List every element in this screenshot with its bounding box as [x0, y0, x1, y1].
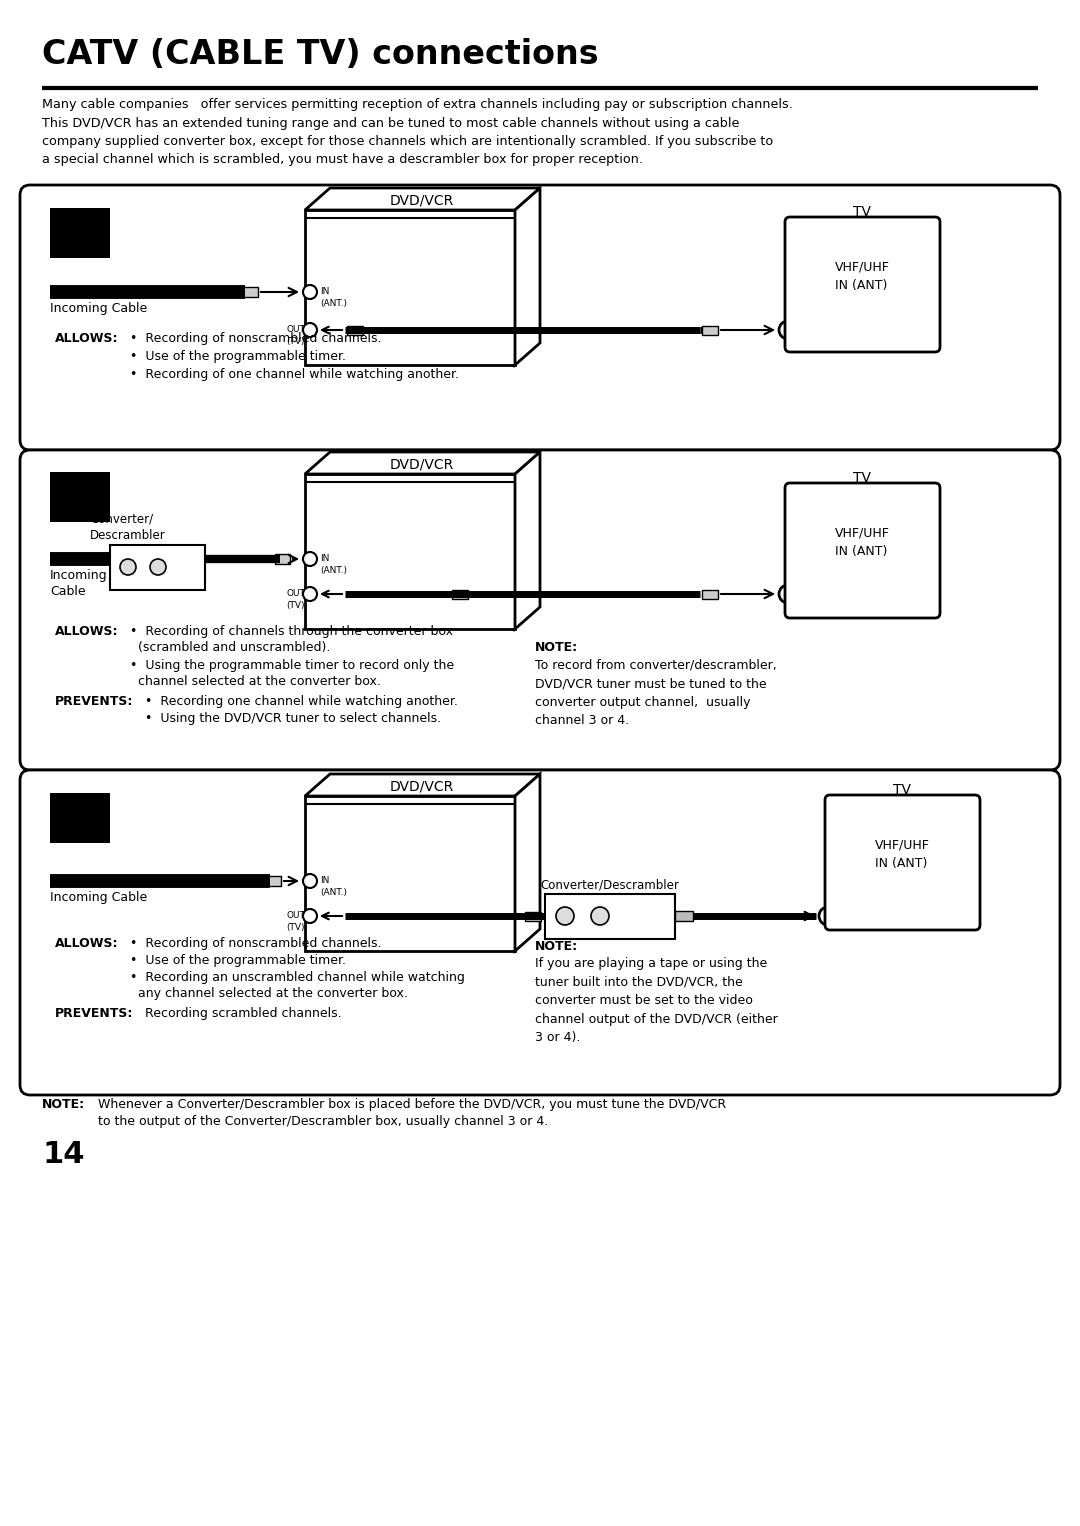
Circle shape	[120, 559, 136, 575]
Text: Incoming
Cable: Incoming Cable	[50, 569, 108, 598]
Text: •  Recording an unscrambled channel while watching: • Recording an unscrambled channel while…	[130, 971, 464, 984]
Circle shape	[303, 874, 318, 888]
Text: ALLOWS:: ALLOWS:	[55, 626, 119, 638]
FancyBboxPatch shape	[785, 484, 940, 618]
Text: any channel selected at the converter box.: any channel selected at the converter bo…	[138, 987, 408, 1000]
Text: IN
(ANT.): IN (ANT.)	[320, 287, 347, 308]
Text: Incoming Cable: Incoming Cable	[50, 302, 147, 314]
Text: OUT
(TV): OUT (TV)	[286, 911, 305, 932]
Text: •  Recording of channels through the converter box: • Recording of channels through the conv…	[130, 626, 453, 638]
Circle shape	[825, 913, 831, 919]
Circle shape	[779, 320, 797, 339]
Text: IN
(ANT.): IN (ANT.)	[320, 876, 347, 897]
Bar	[702, 327, 718, 336]
Text: Converter/
Descrambler: Converter/ Descrambler	[90, 513, 165, 542]
FancyBboxPatch shape	[825, 795, 980, 929]
Text: channel selected at the converter box.: channel selected at the converter box.	[138, 674, 381, 688]
Text: DVD/VCR: DVD/VCR	[390, 778, 454, 794]
Bar	[275, 554, 291, 565]
Text: •  Recording one channel while watching another.: • Recording one channel while watching a…	[145, 694, 458, 708]
Text: ALLOWS:: ALLOWS:	[55, 937, 119, 951]
Text: NOTE:: NOTE:	[535, 940, 578, 954]
FancyBboxPatch shape	[21, 185, 1059, 450]
Circle shape	[303, 552, 318, 566]
Bar	[50, 208, 110, 258]
Text: OUT
(TV): OUT (TV)	[286, 589, 305, 610]
FancyBboxPatch shape	[21, 450, 1059, 771]
Text: Recording scrambled channels.: Recording scrambled channels.	[145, 1007, 341, 1019]
Text: to the output of the Converter/Descrambler box, usually channel 3 or 4.: to the output of the Converter/Descrambl…	[98, 1116, 549, 1128]
Bar	[305, 211, 515, 365]
FancyBboxPatch shape	[785, 217, 940, 353]
Text: CATV (CABLE TV) connections: CATV (CABLE TV) connections	[42, 38, 598, 72]
Text: VHF/UHF
IN (ANT): VHF/UHF IN (ANT)	[835, 526, 890, 557]
Bar	[50, 794, 110, 842]
Bar	[305, 475, 515, 629]
Text: •  Using the DVD/VCR tuner to select channels.: • Using the DVD/VCR tuner to select chan…	[145, 713, 441, 725]
Text: DVD/VCR: DVD/VCR	[390, 456, 454, 472]
Polygon shape	[305, 774, 540, 797]
Polygon shape	[515, 188, 540, 365]
Circle shape	[303, 324, 318, 337]
Bar	[305, 797, 515, 951]
Bar	[243, 287, 258, 298]
Bar	[50, 472, 110, 522]
Circle shape	[819, 906, 837, 925]
Text: ALLOWS:: ALLOWS:	[55, 333, 119, 345]
Circle shape	[785, 591, 791, 597]
Text: •  Use of the programmable timer.: • Use of the programmable timer.	[130, 349, 346, 363]
Circle shape	[779, 584, 797, 603]
Text: VHF/UHF
IN (ANT): VHF/UHF IN (ANT)	[875, 838, 930, 870]
Bar	[110, 545, 205, 591]
Circle shape	[556, 906, 573, 925]
Text: (scrambled and unscrambled).: (scrambled and unscrambled).	[138, 641, 330, 655]
Text: Converter/Descrambler: Converter/Descrambler	[541, 877, 679, 891]
Text: Incoming Cable: Incoming Cable	[50, 891, 147, 903]
Circle shape	[303, 909, 318, 923]
Text: 14: 14	[42, 1140, 84, 1169]
Bar	[545, 894, 675, 938]
Circle shape	[591, 906, 609, 925]
Text: OUT
(TV): OUT (TV)	[286, 325, 305, 346]
Text: Whenever a Converter/Descrambler box is placed before the DVD/VCR, you must tune: Whenever a Converter/Descrambler box is …	[98, 1099, 726, 1111]
Text: PREVENTS:: PREVENTS:	[55, 1007, 133, 1019]
Text: VHF/UHF
IN (ANT): VHF/UHF IN (ANT)	[835, 261, 890, 291]
Bar	[525, 913, 541, 922]
FancyBboxPatch shape	[21, 771, 1059, 1096]
Text: •  Recording of one channel while watching another.: • Recording of one channel while watchin…	[130, 368, 459, 382]
Text: PREVENTS:: PREVENTS:	[55, 694, 133, 708]
Text: To record from converter/descrambler,
DVD/VCR tuner must be tuned to the
convert: To record from converter/descrambler, DV…	[535, 659, 777, 728]
Circle shape	[785, 327, 791, 333]
Text: TV: TV	[853, 204, 870, 220]
Polygon shape	[515, 774, 540, 951]
Bar	[347, 327, 363, 336]
Bar	[675, 911, 693, 922]
Bar	[453, 591, 468, 600]
Text: NOTE:: NOTE:	[535, 641, 578, 655]
Text: NOTE:: NOTE:	[42, 1099, 85, 1111]
Text: IN
(ANT.): IN (ANT.)	[320, 554, 347, 575]
Bar	[266, 876, 281, 887]
Bar	[702, 591, 718, 600]
Text: •  Recording of nonscrambled channels.: • Recording of nonscrambled channels.	[130, 937, 381, 951]
Text: DVD/VCR: DVD/VCR	[390, 192, 454, 208]
Text: TV: TV	[893, 783, 912, 797]
Polygon shape	[305, 188, 540, 211]
Circle shape	[150, 559, 166, 575]
Text: •  Using the programmable timer to record only the: • Using the programmable timer to record…	[130, 659, 454, 671]
Text: •  Use of the programmable timer.: • Use of the programmable timer.	[130, 954, 346, 967]
Text: TV: TV	[853, 472, 870, 485]
Text: •  Recording of nonscrambled channels.: • Recording of nonscrambled channels.	[130, 333, 381, 345]
Polygon shape	[305, 452, 540, 475]
Text: Many cable companies   offer services permitting reception of extra channels inc: Many cable companies offer services perm…	[42, 98, 793, 166]
Polygon shape	[515, 452, 540, 629]
Text: If you are playing a tape or using the
tuner built into the DVD/VCR, the
convert: If you are playing a tape or using the t…	[535, 957, 778, 1044]
Circle shape	[303, 588, 318, 601]
Circle shape	[303, 285, 318, 299]
